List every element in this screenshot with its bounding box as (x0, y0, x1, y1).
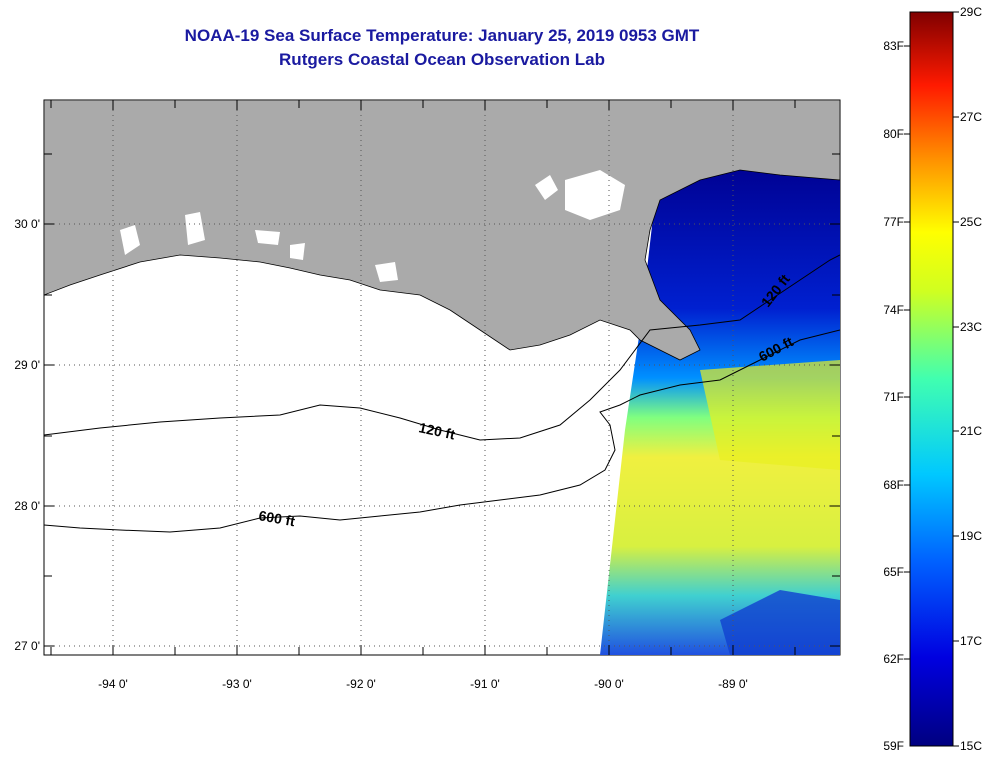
contour-600ft (44, 329, 840, 533)
sst-warm-patch (700, 360, 840, 470)
map-ticks (44, 100, 840, 655)
land-mass (44, 100, 840, 361)
title-line-1: NOAA-19 Sea Surface Temperature: January… (184, 26, 700, 45)
colorbar-c-29: 29C (960, 5, 982, 19)
colorbar-f-77: 77F (883, 215, 904, 229)
lake-west-4 (290, 243, 305, 260)
lat-label-30: 30 0' (14, 217, 40, 231)
colorbar-c-23: 23C (960, 320, 982, 334)
colorbar-f-71: 71F (883, 390, 904, 404)
colorbar-c-17: 17C (960, 634, 982, 648)
colorbar-c-21: 21C (960, 424, 982, 438)
lat-label-29: 29 0' (14, 358, 40, 372)
colorbar-f-80: 80F (883, 127, 904, 141)
contour-120ft (44, 254, 840, 441)
lake-west-2 (185, 212, 205, 245)
lon-label-91: -91 0' (470, 677, 500, 691)
lake-west-5 (375, 262, 398, 282)
lon-label-94: -94 0' (98, 677, 128, 691)
lon-label-93: -93 0' (222, 677, 252, 691)
colorbar-c-25: 25C (960, 215, 982, 229)
sst-cool-patch (720, 590, 840, 655)
colorbar (909, 11, 954, 747)
title-line-2: Rutgers Coastal Ocean Observation Lab (279, 50, 605, 69)
colorbar-c-27: 27C (960, 110, 982, 124)
colorbar-f-83: 83F (883, 39, 904, 53)
lon-label-92: -92 0' (346, 677, 376, 691)
lon-label-90: -90 0' (594, 677, 624, 691)
contour-label-120ft-west: 120 ft (417, 419, 456, 442)
lat-label-27: 27 0' (14, 639, 40, 653)
lake-west-1 (120, 225, 140, 255)
colorbar-c-19: 19C (960, 529, 982, 543)
contour-label-600ft-west: 600 ft (257, 507, 296, 529)
colorbar-f-74: 74F (883, 303, 904, 317)
colorbar-f-65: 65F (883, 565, 904, 579)
lon-label-89: -89 0' (718, 677, 748, 691)
colorbar-f-62: 62F (883, 652, 904, 666)
lake-west-3 (255, 230, 280, 245)
lake-maurepas (535, 175, 558, 200)
colorbar-c-15: 15C (960, 739, 982, 753)
colorbar-f-59: 59F (883, 739, 904, 753)
colorbar-f-68: 68F (883, 478, 904, 492)
lake-pontchartrain (565, 170, 625, 220)
lat-label-28: 28 0' (14, 499, 40, 513)
